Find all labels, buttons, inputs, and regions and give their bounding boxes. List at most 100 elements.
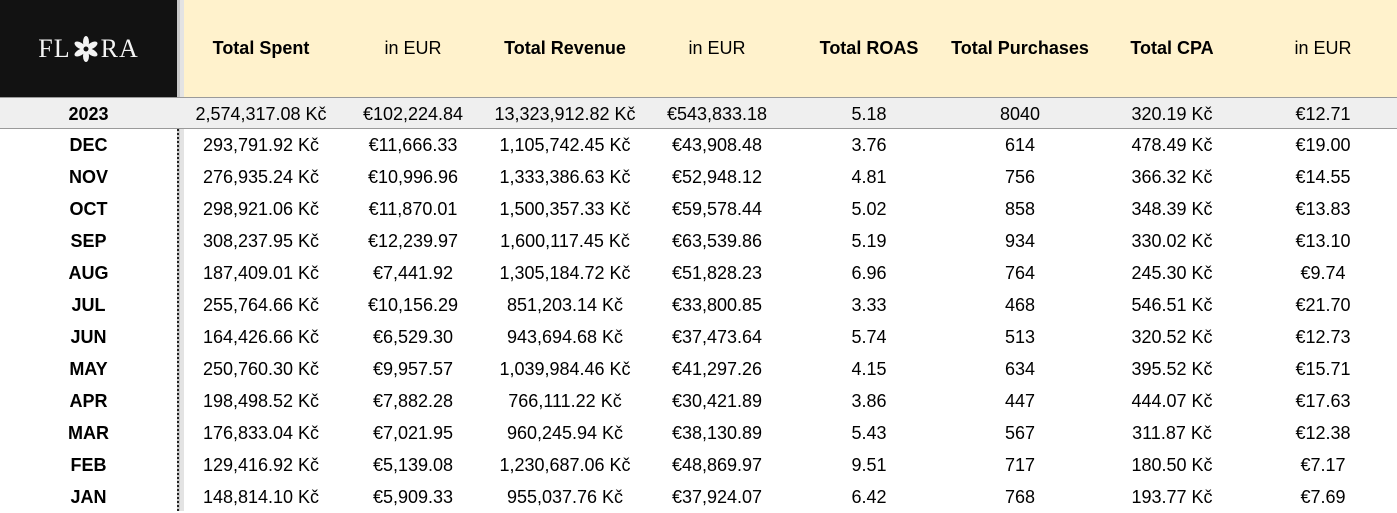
table-cell[interactable]: €19.00 bbox=[1295, 134, 1351, 155]
month-label[interactable]: JUL bbox=[71, 294, 106, 315]
table-cell[interactable]: 320.19 Kč bbox=[1131, 103, 1213, 124]
table-cell[interactable]: €10,156.29 bbox=[367, 294, 459, 315]
table-cell[interactable]: €11,666.33 bbox=[368, 134, 458, 155]
table-cell[interactable]: 245.30 Kč bbox=[1131, 262, 1213, 283]
table-cell[interactable]: €38,130.89 bbox=[671, 422, 763, 443]
table-cell[interactable]: €51,828.23 bbox=[671, 262, 763, 283]
table-cell[interactable]: €12.38 bbox=[1295, 422, 1351, 443]
table-cell[interactable]: 858 bbox=[1004, 198, 1036, 219]
table-cell[interactable]: 1,600,117.45 Kč bbox=[500, 230, 630, 251]
table-cell[interactable]: 1,105,742.45 Kč bbox=[499, 134, 631, 155]
table-cell[interactable]: 250,760.30 Kč bbox=[202, 358, 320, 379]
table-cell[interactable]: €9.74 bbox=[1300, 262, 1346, 283]
column-header-8[interactable]: in EUR bbox=[1294, 38, 1352, 58]
table-cell[interactable]: 8040 bbox=[999, 103, 1041, 124]
column-header-5[interactable]: Total ROAS bbox=[819, 38, 919, 58]
table-cell[interactable]: 2,574,317.08 Kč bbox=[195, 103, 327, 124]
table-cell[interactable]: 3.76 bbox=[851, 134, 887, 155]
table-cell[interactable]: €63,539.86 bbox=[671, 230, 763, 251]
table-cell[interactable]: 198,498.52 Kč bbox=[202, 390, 320, 411]
table-cell[interactable]: 395.52 Kč bbox=[1131, 358, 1213, 379]
table-cell[interactable]: 193.77 Kč bbox=[1131, 486, 1213, 507]
table-cell[interactable]: 348.39 Kč bbox=[1131, 198, 1213, 219]
table-cell[interactable]: 546.51 Kč bbox=[1131, 294, 1213, 315]
table-cell[interactable]: 6.42 bbox=[851, 486, 887, 507]
table-cell[interactable]: €11,870.01 bbox=[368, 198, 458, 219]
table-cell[interactable]: 330.02 Kč bbox=[1131, 230, 1213, 251]
table-cell[interactable]: 768 bbox=[1004, 486, 1036, 507]
table-cell[interactable]: 5.18 bbox=[851, 103, 887, 124]
table-cell[interactable]: 5.02 bbox=[851, 198, 887, 219]
table-cell[interactable]: 9.51 bbox=[851, 454, 887, 475]
table-cell[interactable]: 129,416.92 Kč bbox=[202, 454, 320, 475]
table-cell[interactable]: 1,333,386.63 Kč bbox=[499, 166, 631, 187]
table-cell[interactable]: 513 bbox=[1004, 326, 1036, 347]
table-cell[interactable]: €5,909.33 bbox=[372, 486, 454, 507]
table-cell[interactable]: €41,297.26 bbox=[671, 358, 763, 379]
table-cell[interactable]: 6.96 bbox=[851, 262, 887, 283]
table-cell[interactable]: 851,203.14 Kč bbox=[506, 294, 624, 315]
table-cell[interactable]: €33,800.85 bbox=[671, 294, 763, 315]
table-cell[interactable]: €12,239.97 bbox=[367, 230, 459, 251]
table-cell[interactable]: €7.17 bbox=[1300, 454, 1346, 475]
month-label[interactable]: NOV bbox=[68, 166, 108, 187]
table-cell[interactable]: 1,230,687.06 Kč bbox=[499, 454, 631, 475]
table-cell[interactable]: €37,473.64 bbox=[671, 326, 763, 347]
table-cell[interactable]: 766,111.22 Kč bbox=[508, 390, 622, 411]
table-cell[interactable]: 276,935.24 Kč bbox=[202, 166, 320, 187]
table-cell[interactable]: 764 bbox=[1004, 262, 1036, 283]
column-header-4[interactable]: in EUR bbox=[688, 38, 746, 58]
table-cell[interactable]: €102,224.84 bbox=[362, 103, 464, 124]
year-label[interactable]: 2023 bbox=[68, 103, 109, 124]
table-cell[interactable]: 4.81 bbox=[851, 166, 887, 187]
table-cell[interactable]: 180.50 Kč bbox=[1131, 454, 1213, 475]
table-cell[interactable]: €13.10 bbox=[1295, 230, 1351, 251]
table-cell[interactable]: €14.55 bbox=[1295, 166, 1351, 187]
table-cell[interactable]: €6,529.30 bbox=[372, 326, 454, 347]
table-cell[interactable]: €7.69 bbox=[1300, 486, 1346, 507]
table-cell[interactable]: 5.74 bbox=[851, 326, 887, 347]
month-label[interactable]: DEC bbox=[69, 134, 108, 155]
table-cell[interactable]: 187,409.01 Kč bbox=[202, 262, 320, 283]
table-cell[interactable]: 148,814.10 Kč bbox=[202, 486, 320, 507]
month-label[interactable]: SEP bbox=[70, 230, 107, 251]
table-cell[interactable]: €7,021.95 bbox=[372, 422, 454, 443]
table-cell[interactable]: €543,833.18 bbox=[666, 103, 768, 124]
table-cell[interactable]: 311.87 Kč bbox=[1132, 422, 1212, 443]
table-cell[interactable]: 3.33 bbox=[851, 294, 887, 315]
table-cell[interactable]: 614 bbox=[1004, 134, 1036, 155]
table-cell[interactable]: 756 bbox=[1004, 166, 1036, 187]
table-cell[interactable]: 293,791.92 Kč bbox=[202, 134, 320, 155]
column-header-1[interactable]: Total Spent bbox=[212, 38, 310, 58]
table-cell[interactable]: €13.83 bbox=[1295, 198, 1351, 219]
table-cell[interactable]: €52,948.12 bbox=[671, 166, 763, 187]
table-cell[interactable]: 3.86 bbox=[851, 390, 887, 411]
month-label[interactable]: MAR bbox=[68, 422, 109, 443]
table-cell[interactable]: 943,694.68 Kč bbox=[506, 326, 624, 347]
table-cell[interactable]: €43,908.48 bbox=[671, 134, 763, 155]
table-cell[interactable]: 5.43 bbox=[851, 422, 887, 443]
table-cell[interactable]: €10,996.96 bbox=[367, 166, 459, 187]
column-header-7[interactable]: Total CPA bbox=[1130, 38, 1214, 58]
column-header-2[interactable]: in EUR bbox=[384, 38, 442, 58]
table-cell[interactable]: 934 bbox=[1004, 230, 1036, 251]
table-cell[interactable]: €37,924.07 bbox=[671, 486, 763, 507]
table-cell[interactable]: 1,500,357.33 Kč bbox=[499, 198, 631, 219]
table-cell[interactable]: 5.19 bbox=[851, 230, 887, 251]
table-cell[interactable]: 567 bbox=[1004, 422, 1036, 443]
table-cell[interactable]: €48,869.97 bbox=[671, 454, 763, 475]
table-cell[interactable]: 366.32 Kč bbox=[1131, 166, 1213, 187]
table-cell[interactable]: 634 bbox=[1004, 358, 1036, 379]
table-cell[interactable]: 444.07 Kč bbox=[1131, 390, 1213, 411]
month-label[interactable]: FEB bbox=[70, 454, 107, 475]
table-cell[interactable]: 717 bbox=[1004, 454, 1036, 475]
table-cell[interactable]: €59,578.44 bbox=[671, 198, 763, 219]
table-cell[interactable]: 478.49 Kč bbox=[1131, 134, 1213, 155]
table-cell[interactable]: 1,305,184.72 Kč bbox=[499, 262, 631, 283]
table-cell[interactable]: 164,426.66 Kč bbox=[202, 326, 320, 347]
table-cell[interactable]: 298,921.06 Kč bbox=[202, 198, 320, 219]
month-label[interactable]: OCT bbox=[69, 198, 108, 219]
table-cell[interactable]: 960,245.94 Kč bbox=[506, 422, 624, 443]
column-header-3[interactable]: Total Revenue bbox=[504, 38, 626, 58]
table-cell[interactable]: 308,237.95 Kč bbox=[202, 230, 320, 251]
